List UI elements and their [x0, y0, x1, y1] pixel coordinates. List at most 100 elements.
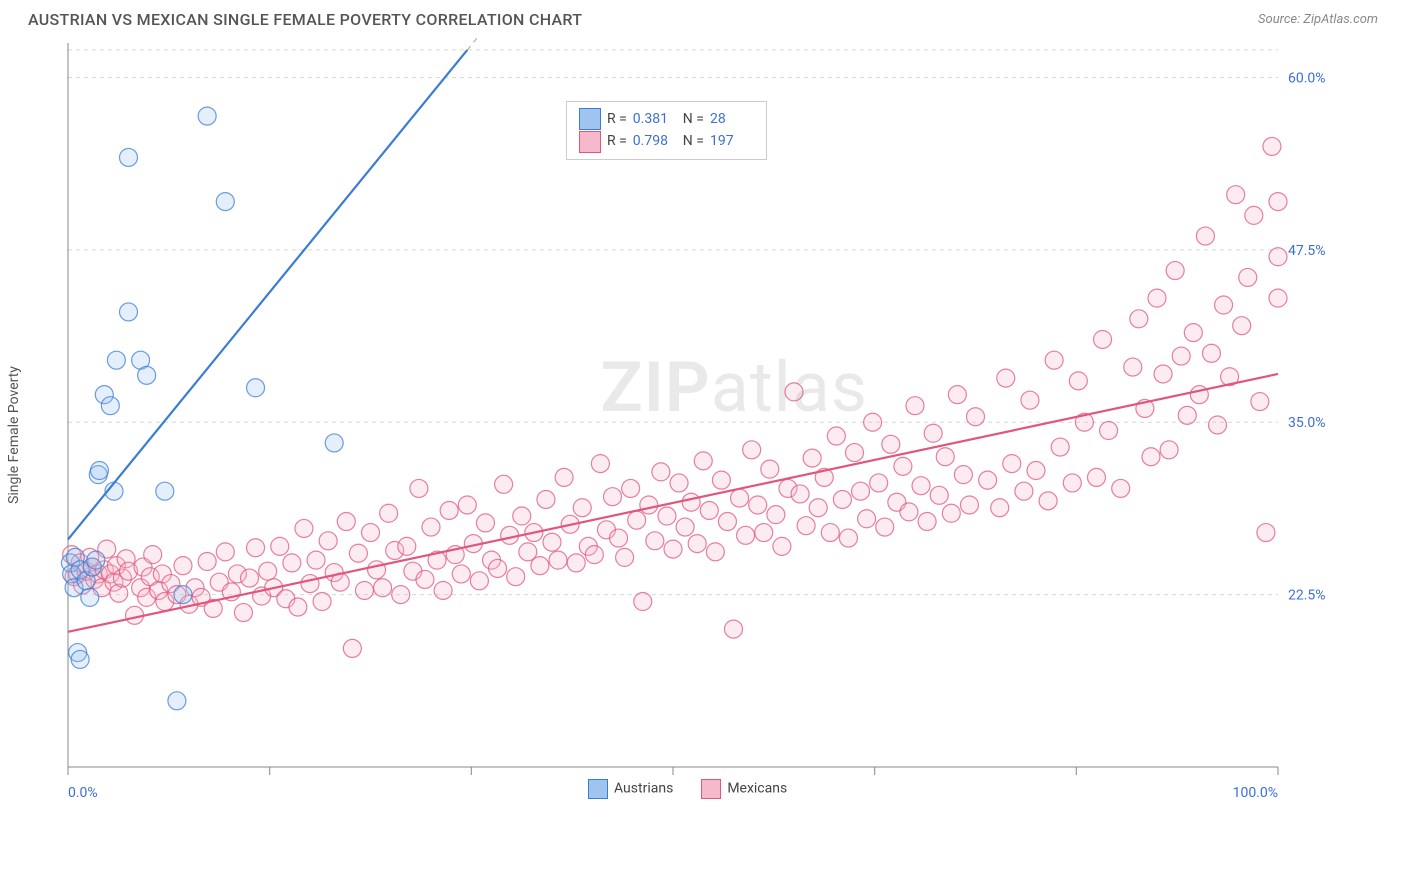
scatter-point	[71, 650, 89, 668]
scatter-point	[410, 479, 428, 497]
scatter-point	[725, 620, 743, 638]
y-tick-label: 35.0%	[1288, 415, 1326, 431]
scatter-point	[355, 581, 373, 599]
scatter-point	[1148, 289, 1166, 307]
scatter-point	[833, 490, 851, 508]
scatter-point	[979, 471, 997, 489]
scatter-point	[664, 540, 682, 558]
scatter-point	[1166, 262, 1184, 280]
scatter-point	[610, 529, 628, 547]
scatter-point	[81, 588, 99, 606]
scatter-point	[138, 366, 156, 384]
scatter-point	[743, 441, 761, 459]
scatter-point	[616, 548, 634, 566]
scatter-point	[640, 496, 658, 514]
scatter-point	[416, 570, 434, 588]
scatter-point	[960, 496, 978, 514]
plot-wrap: Single Female Poverty 22.5%35.0%47.5%60.…	[28, 37, 1378, 817]
scatter-point	[700, 501, 718, 519]
scatter-point	[821, 524, 839, 542]
y-axis-label: Single Female Poverty	[6, 366, 22, 504]
scatter-point	[797, 517, 815, 535]
legend-swatch	[701, 779, 721, 799]
scatter-point	[991, 499, 1009, 517]
scatter-point	[234, 604, 252, 622]
scatter-point	[1039, 492, 1057, 510]
scatter-point	[87, 551, 105, 569]
scatter-point	[168, 692, 186, 710]
scatter-point	[1269, 193, 1287, 211]
scatter-point	[785, 383, 803, 401]
scatter-point	[495, 475, 513, 493]
scatter-point	[658, 507, 676, 525]
scatter-point	[1154, 365, 1172, 383]
scatter-point	[622, 479, 640, 497]
y-tick-label: 22.5%	[1288, 588, 1326, 604]
scatter-point	[1263, 137, 1281, 155]
stats-legend: R =0.381N =28R =0.798N =197	[566, 101, 767, 160]
header-row: AUSTRIAN VS MEXICAN SINGLE FEMALE POVERT…	[0, 0, 1406, 33]
scatter-point	[301, 575, 319, 593]
scatter-point	[1021, 391, 1039, 409]
series-legend: AustriansMexicans	[588, 779, 787, 799]
scatter-point	[343, 639, 361, 657]
trend-line	[68, 50, 467, 540]
scatter-point	[1196, 227, 1214, 245]
scatter-point	[1112, 479, 1130, 497]
scatter-point	[337, 513, 355, 531]
scatter-point	[967, 408, 985, 426]
scatter-point	[1227, 186, 1245, 204]
scatter-point	[1215, 296, 1233, 314]
n-label: N =	[683, 130, 704, 152]
scatter-point	[440, 501, 458, 519]
scatter-point	[476, 514, 494, 532]
scatter-point	[585, 546, 603, 564]
r-value: 0.798	[633, 130, 677, 152]
scatter-point	[1100, 422, 1118, 440]
scatter-point	[652, 463, 670, 481]
scatter-point	[470, 572, 488, 590]
scatter-point	[936, 448, 954, 466]
scatter-point	[1130, 310, 1148, 328]
scatter-point	[368, 561, 386, 579]
stats-legend-row: R =0.798N =197	[579, 130, 754, 152]
scatter-point	[144, 546, 162, 564]
scatter-point	[555, 468, 573, 486]
trend-line-dashed	[467, 37, 576, 50]
scatter-point	[930, 486, 948, 504]
scatter-point	[688, 535, 706, 553]
scatter-point	[912, 477, 930, 495]
r-label: R =	[607, 130, 627, 152]
scatter-point	[507, 568, 525, 586]
scatter-point	[870, 474, 888, 492]
y-tick-label: 47.5%	[1288, 243, 1326, 259]
scatter-point	[156, 482, 174, 500]
scatter-point	[1051, 438, 1069, 456]
scatter-point	[858, 510, 876, 528]
scatter-point	[101, 397, 119, 415]
scatter-point	[1124, 358, 1142, 376]
scatter-point	[325, 434, 343, 452]
scatter-point	[876, 518, 894, 536]
scatter-point	[380, 504, 398, 522]
scatter-point	[216, 193, 234, 211]
scatter-point	[271, 537, 289, 555]
scatter-point	[906, 397, 924, 415]
scatter-point	[313, 593, 331, 611]
x-tick-label: 100.0%	[1233, 785, 1278, 801]
r-value: 0.381	[633, 108, 677, 130]
scatter-point	[216, 543, 234, 561]
scatter-point	[120, 148, 138, 166]
scatter-point	[289, 598, 307, 616]
y-tick-label: 60.0%	[1288, 70, 1326, 86]
scatter-point	[942, 504, 960, 522]
scatter-point	[1063, 474, 1081, 492]
scatter-point	[882, 435, 900, 453]
scatter-point	[120, 303, 138, 321]
scatter-point	[1245, 206, 1263, 224]
scatter-point	[1184, 324, 1202, 342]
scatter-point	[174, 557, 192, 575]
scatter-point	[489, 559, 507, 577]
x-tick-label: 0.0%	[68, 785, 98, 801]
scatter-point	[706, 543, 724, 561]
